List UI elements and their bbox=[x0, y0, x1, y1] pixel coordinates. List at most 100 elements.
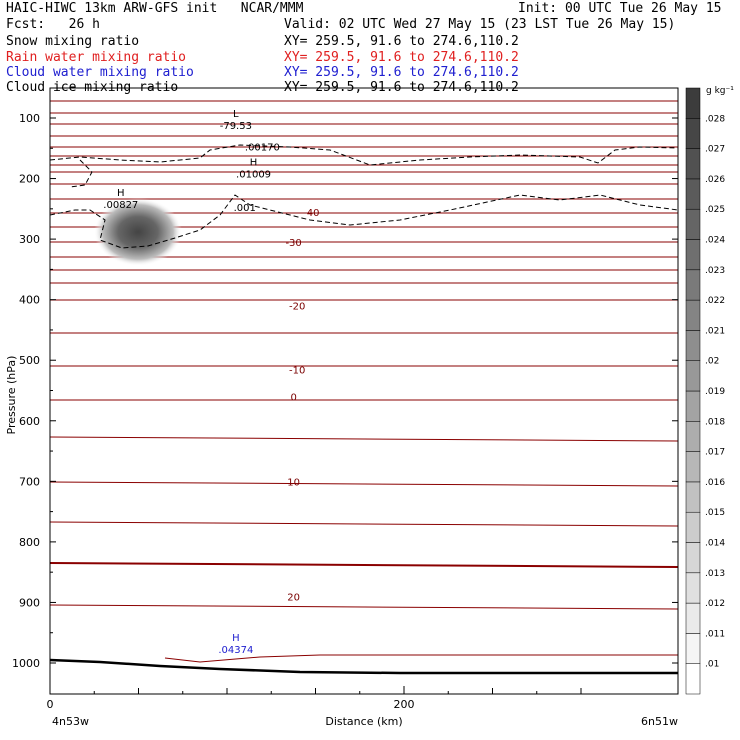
cloud-water-contour bbox=[164, 654, 678, 663]
plot-frame bbox=[49, 87, 679, 695]
colorbar-swatch bbox=[685, 511, 701, 543]
colorbar-swatch bbox=[685, 602, 701, 634]
y-tick-label: 200 bbox=[19, 173, 40, 186]
colorbar-swatch bbox=[685, 360, 701, 392]
colorbar-level-label: .022 bbox=[705, 296, 725, 306]
colorbar-swatch bbox=[685, 269, 701, 301]
isotherm-line bbox=[49, 481, 679, 487]
extremum-value: .01009 bbox=[236, 170, 271, 181]
y-tick-label: 900 bbox=[19, 596, 40, 609]
colorbar-unit: g kg⁻¹ bbox=[706, 86, 734, 96]
y-tick-label: 600 bbox=[19, 415, 40, 428]
extremum-marker: L bbox=[233, 109, 239, 120]
y-axis-label: Pressure (hPa) bbox=[5, 356, 18, 435]
colorbar-level-label: .025 bbox=[705, 205, 725, 215]
field-xy-rain: XY= 259.5, 91.6 to 274.6,110.2 bbox=[284, 50, 519, 65]
colorbar: .01 .011 .012 .013 .014 .015 .016 .017 .018 .019.… bbox=[685, 87, 725, 695]
colorbar-swatch bbox=[685, 178, 701, 210]
colorbar-level-label: .013 bbox=[705, 569, 725, 579]
isotherm-line bbox=[49, 604, 679, 610]
y-tick-label: 400 bbox=[19, 294, 40, 307]
isotherm-label: 10 bbox=[287, 477, 300, 488]
extremum-marker: H bbox=[232, 633, 240, 644]
isotherm-line bbox=[49, 562, 679, 568]
isotherm-label: 20 bbox=[287, 592, 300, 603]
x-axis-label: Distance (km) bbox=[325, 715, 402, 728]
colorbar-swatch bbox=[685, 87, 701, 119]
isotherm-label: -20 bbox=[289, 302, 305, 313]
colorbar-swatch bbox=[685, 663, 701, 695]
snow-mixing-ratio-maximum bbox=[94, 198, 182, 266]
init-time: Init: 00 UTC Tue 26 May 15 bbox=[518, 1, 722, 16]
field-name-cloud-water: Cloud water mixing ratio bbox=[6, 65, 194, 80]
isotherm-line bbox=[49, 436, 679, 442]
colorbar-level-label: .018 bbox=[705, 417, 725, 427]
colorbar-swatch bbox=[685, 118, 701, 149]
field-xy-snow: XY= 259.5, 91.6 to 274.6,110.2 bbox=[284, 34, 519, 49]
colorbar-swatch bbox=[685, 572, 701, 604]
colorbar-swatch bbox=[685, 421, 701, 452]
colorbar-swatch bbox=[685, 330, 701, 361]
field-name-rain: Rain water mixing ratio bbox=[6, 50, 187, 65]
extremum-value: .04374 bbox=[218, 645, 253, 656]
chart-title: HAIC-HIWC 13km ARW-GFS init NCAR/MMM bbox=[6, 1, 304, 16]
colorbar-level-label: .017 bbox=[705, 448, 725, 458]
field-name-snow: Snow mixing ratio bbox=[6, 34, 140, 49]
colorbar-level-label: .012 bbox=[705, 599, 725, 609]
colorbar-swatch bbox=[685, 239, 701, 271]
cloud-ice-dashed-contours bbox=[49, 144, 679, 249]
isotherm-label: 0 bbox=[290, 393, 296, 404]
x-axis-right-location: 6n51w bbox=[641, 715, 678, 728]
colorbar-swatch bbox=[685, 481, 701, 513]
extremum-value: .001 bbox=[234, 203, 256, 214]
colorbar-swatch bbox=[685, 633, 701, 664]
colorbar-level-label: .014 bbox=[705, 539, 725, 549]
y-tick-label: 300 bbox=[19, 233, 40, 246]
colorbar-swatch bbox=[685, 542, 701, 574]
colorbar-swatch bbox=[685, 390, 701, 422]
y-tick-label: 700 bbox=[19, 475, 40, 488]
temperature-contour-labels: -40 -30 -20 -10 0 10 20 bbox=[285, 208, 319, 604]
x-axis-left-location: 4n53w bbox=[52, 715, 89, 728]
y-tick-label: 800 bbox=[19, 536, 40, 549]
isotherm-line bbox=[49, 521, 679, 527]
isotherm-label: -30 bbox=[285, 238, 301, 249]
temperature-contours bbox=[49, 100, 679, 610]
colorbar-level-label: .028 bbox=[705, 114, 725, 124]
y-tick-label: 1000 bbox=[12, 657, 40, 670]
colorbar-swatch bbox=[685, 148, 701, 180]
forecast-hour: Fcst: 26 h bbox=[6, 17, 100, 32]
colorbar-swatch bbox=[685, 299, 701, 331]
isotherm-label: -10 bbox=[289, 365, 305, 376]
y-tick-label: 100 bbox=[19, 112, 40, 125]
terrain-surface-line bbox=[49, 658, 678, 675]
extremum-marker: H bbox=[250, 158, 258, 169]
cloud-ice-contour-upper bbox=[49, 144, 679, 166]
colorbar-level-label: .016 bbox=[705, 478, 725, 488]
colorbar-level-label: .015 bbox=[705, 508, 725, 518]
colorbar-level-label: .023 bbox=[705, 266, 725, 276]
cloud-ice-contour-lower bbox=[49, 194, 679, 249]
extremum-value: .00170 bbox=[245, 142, 280, 153]
colorbar-level-label: .026 bbox=[705, 175, 725, 185]
extremum-value: -79.53 bbox=[220, 121, 252, 132]
colorbar-level-label: .019 bbox=[705, 387, 725, 397]
colorbar-level-label: .027 bbox=[705, 145, 725, 155]
x-tick-label: 0 bbox=[47, 698, 54, 711]
cloud-ice-contour-left-loop bbox=[69, 159, 93, 188]
isotherm-label: -40 bbox=[303, 208, 319, 219]
colorbar-level-label: .01 bbox=[705, 660, 719, 670]
field-xy-cloud-water: XY= 259.5, 91.6 to 274.6,110.2 bbox=[284, 65, 519, 80]
colorbar-level-label: .024 bbox=[705, 236, 725, 246]
colorbar-level-label: .02 bbox=[705, 357, 719, 367]
valid-time: Valid: 02 UTC Wed 27 May 15 (23 LST Tue … bbox=[284, 17, 676, 32]
x-tick-label: 200 bbox=[394, 698, 415, 711]
colorbar-swatch bbox=[685, 451, 701, 483]
extremum-marker: H bbox=[117, 188, 125, 199]
y-tick-label: 500 bbox=[19, 354, 40, 367]
distance-axis: 0 200 bbox=[47, 686, 582, 711]
colorbar-level-label: .011 bbox=[705, 629, 725, 639]
